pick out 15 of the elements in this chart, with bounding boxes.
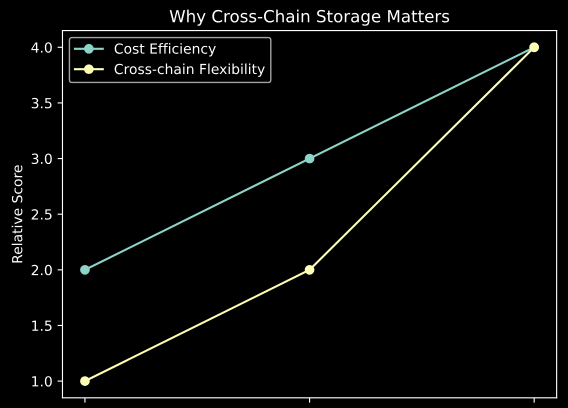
y-tick-label: 2.0 (32, 264, 52, 276)
y-axis-title: Relative Score (12, 165, 22, 262)
point (80, 376, 90, 386)
point (304, 264, 314, 275)
y-tick-label: 3.0 (32, 154, 52, 164)
y-tick-label: 1.5 (32, 320, 52, 331)
y-tick-label: 2.5 (32, 209, 52, 220)
legend-label: Cross-chain Flexibility (114, 63, 265, 77)
y-tick-label: 1.0 (32, 376, 52, 387)
y-tick-label: 4.0 (31, 42, 52, 53)
chart-title: Why Cross-Chain Storage Matters (170, 10, 450, 26)
legend-label: Cost Efficiency (114, 43, 216, 57)
point (80, 264, 90, 275)
point (304, 154, 314, 164)
y-tick-label: 3.5 (32, 98, 52, 108)
